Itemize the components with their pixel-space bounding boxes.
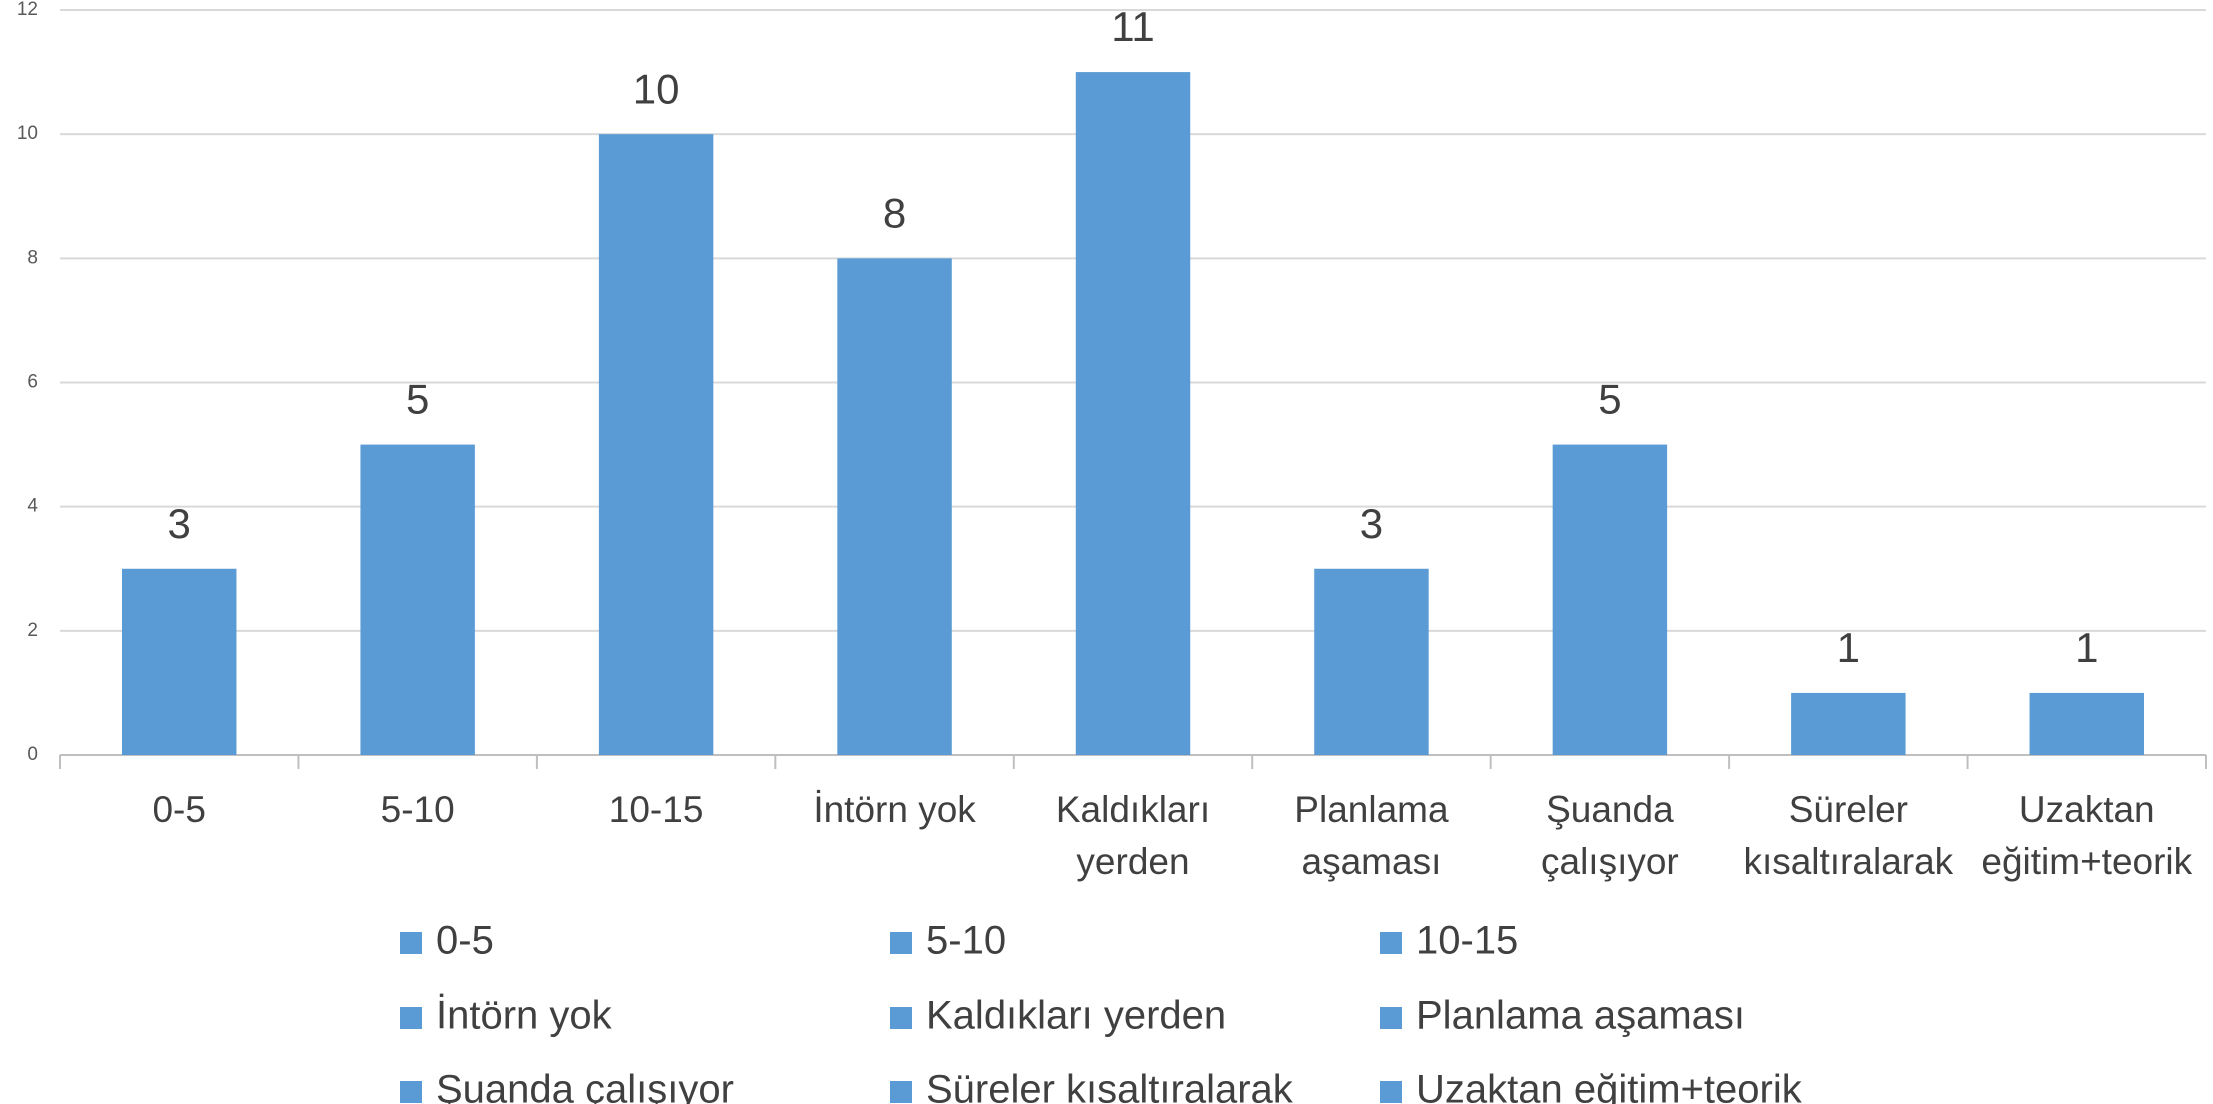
value-label: 1 <box>2075 624 2098 671</box>
y-tick-label: 2 <box>27 620 38 641</box>
bar <box>121 568 237 755</box>
legend-swatch <box>400 932 422 954</box>
value-label: 5 <box>406 376 429 423</box>
bar <box>1314 568 1429 755</box>
legend-swatch <box>890 1081 912 1103</box>
x-tick-label: Süreler kısaltıralarak <box>1743 789 1953 882</box>
legend-label: 0-5 <box>436 919 494 963</box>
y-tick-label: 10 <box>17 123 38 144</box>
value-label: 10 <box>633 65 680 112</box>
legend-label: Planlama aşaması <box>1416 994 1745 1038</box>
bar <box>837 258 952 755</box>
legend-swatch <box>400 1007 422 1029</box>
value-label: 3 <box>168 500 191 547</box>
x-tick-label: 5-10 <box>381 789 455 830</box>
x-tick-label: İntörn yok <box>813 789 976 830</box>
legend-swatch <box>1380 1007 1402 1029</box>
bar <box>1552 444 1668 755</box>
x-tick-label: Planlama aşaması <box>1294 789 1449 882</box>
bar <box>2029 692 2145 755</box>
value-label: 5 <box>1598 376 1621 423</box>
legend-label: Uzaktan eğitim+teorik <box>1416 1068 1803 1104</box>
value-label: 8 <box>883 189 906 236</box>
bar <box>598 134 714 755</box>
y-tick-label: 4 <box>27 496 38 517</box>
bar <box>360 444 475 755</box>
legend-label: 10-15 <box>1416 919 1518 963</box>
legend-swatch <box>400 1081 422 1103</box>
legend-label: 5-10 <box>926 919 1006 963</box>
legend-swatch <box>890 1007 912 1029</box>
y-tick-label: 6 <box>27 372 38 393</box>
value-label: 1 <box>1837 624 1860 671</box>
legend-label: Süreler kısaltıralarak <box>926 1068 1294 1104</box>
bar <box>1075 72 1191 756</box>
y-tick-label: 8 <box>27 247 38 268</box>
x-tick-label: Kaldıkları yerden <box>1056 789 1210 882</box>
bar <box>1791 692 1906 755</box>
legend-label: İntörn yok <box>436 993 613 1038</box>
x-tick-label: Uzaktan eğitim+teorik <box>1981 789 2192 882</box>
legend-swatch <box>1380 932 1402 954</box>
x-tick-label: 10-15 <box>609 789 704 830</box>
y-tick-label: 12 <box>17 0 38 20</box>
legend-swatch <box>1380 1081 1402 1103</box>
legend-label: Şuanda çalışıyor <box>436 1068 734 1104</box>
legend-swatch <box>890 932 912 954</box>
value-label: 11 <box>1111 3 1155 50</box>
y-tick-label: 0 <box>27 744 38 765</box>
x-tick-label: 0-5 <box>152 789 205 830</box>
x-tick-label: Şuanda çalışıyor <box>1541 789 1679 882</box>
legend-label: Kaldıkları yerden <box>926 994 1226 1038</box>
value-label: 3 <box>1360 500 1383 547</box>
